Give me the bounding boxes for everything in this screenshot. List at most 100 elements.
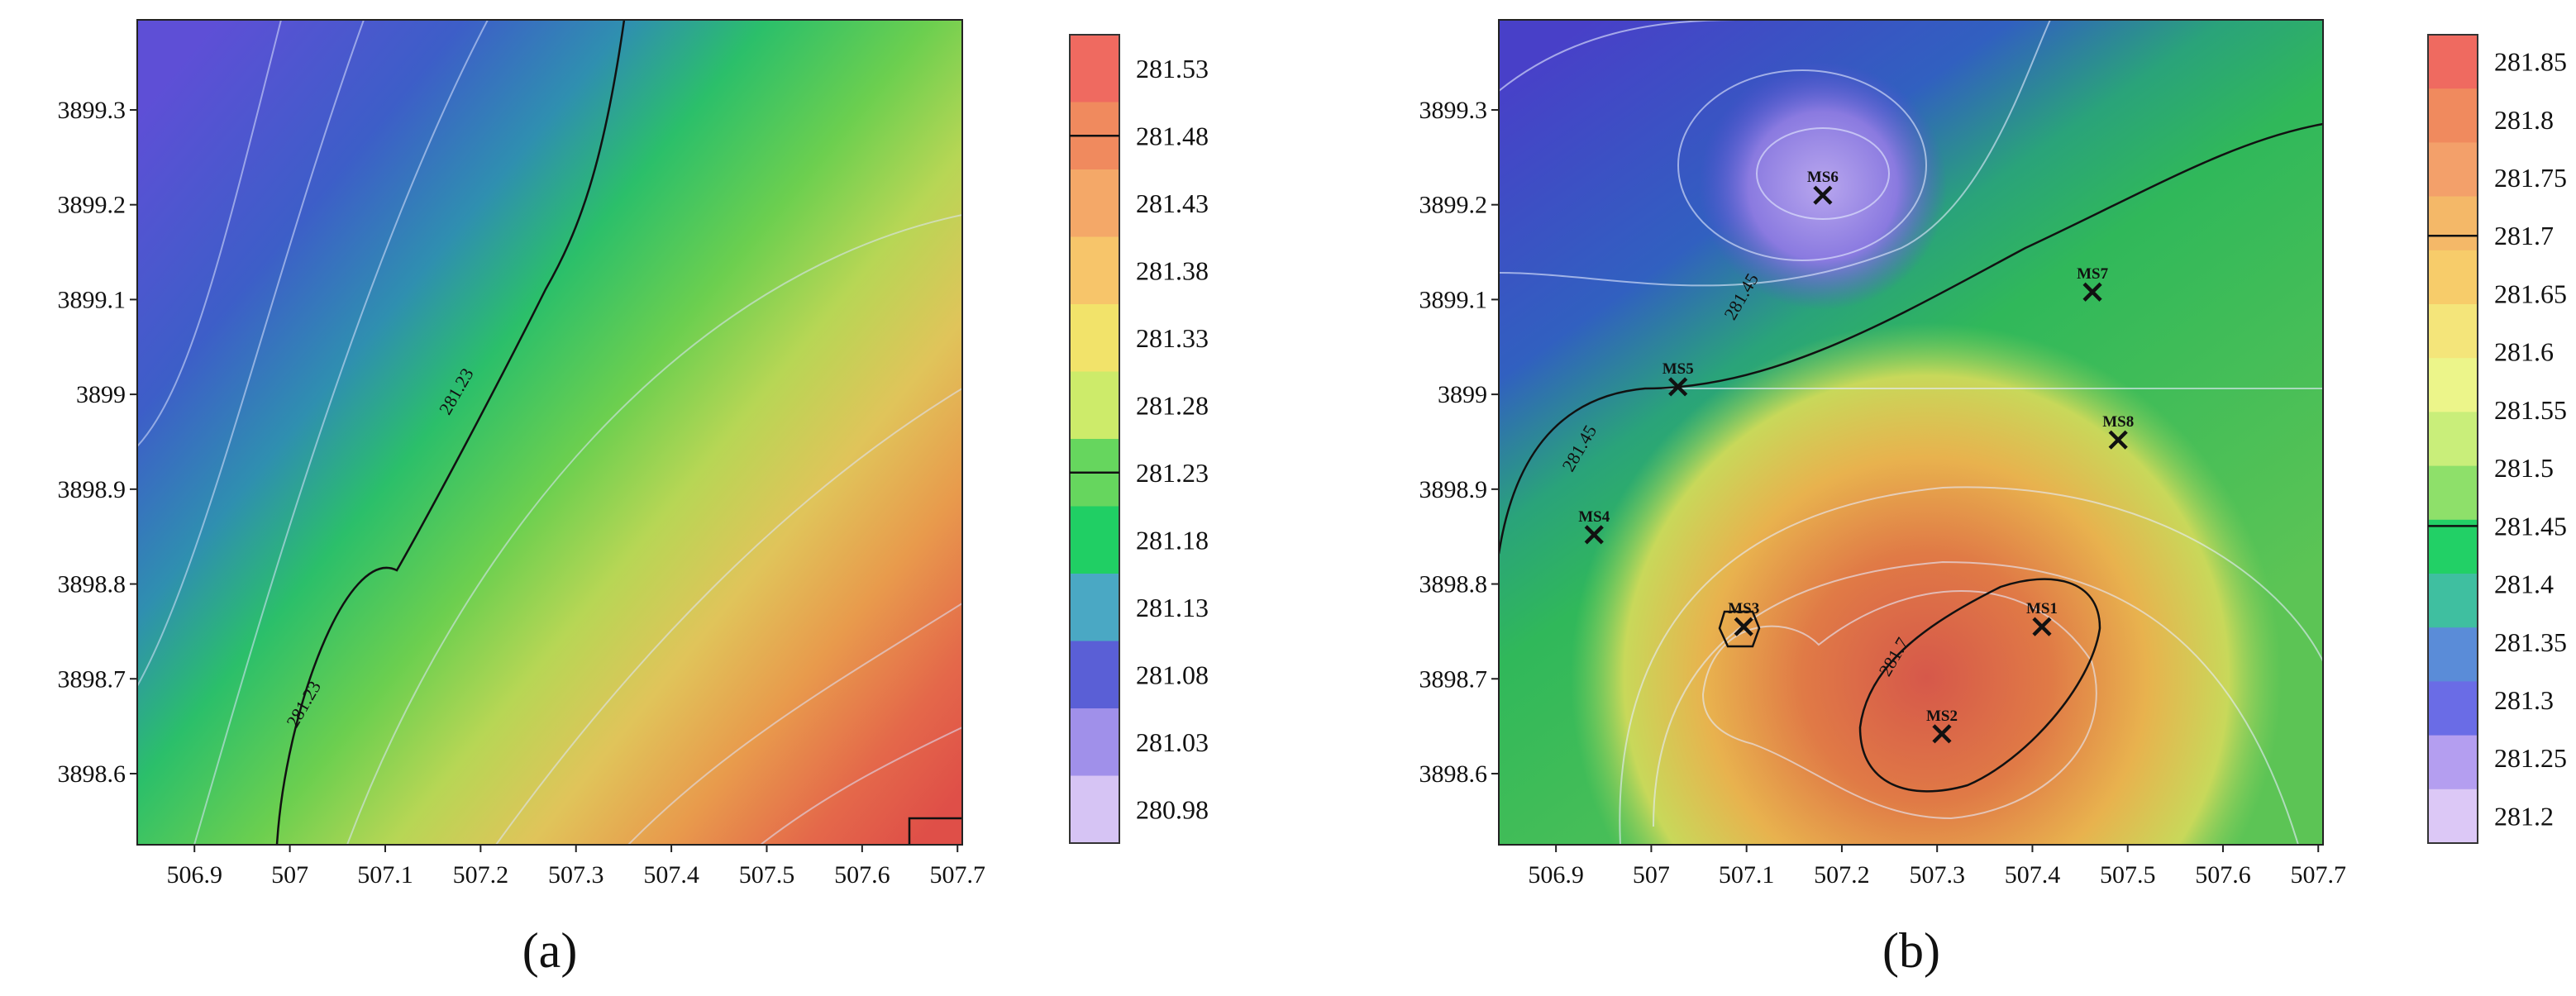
x-tick-label: 507.5: [2100, 861, 2156, 889]
y-tick-label: 3898.8: [58, 571, 126, 598]
colorbar-segment: [2428, 304, 2478, 359]
station-marker: [1668, 377, 1688, 397]
colorbar-frame: [2427, 34, 2478, 844]
panel-b-frame: [1498, 19, 2324, 846]
colorbar-label: 280.98: [1136, 794, 1209, 824]
x-tick-label: 507.5: [739, 861, 795, 889]
panel-b-y-axis: 3898.6 3898.7 3898.8 3898.9 3899 3899.1 3899.2…: [1419, 97, 1499, 788]
colorbar-label: 281.08: [1136, 660, 1209, 689]
colorbar-segment: [2428, 574, 2478, 628]
colorbar-segment: [1070, 708, 1119, 776]
panel-b-x-axis: 506.9 507 507.1 507.2 507.3 507.4 507.5 507.6 50…: [1528, 845, 2346, 889]
colorbar-segment: [2428, 412, 2478, 467]
colorbar-segment: [2428, 196, 2478, 251]
colorbar-label: 281.33: [1136, 323, 1209, 353]
panel-a-y-axis: 3898.6 3898.7 3898.8 3898.9 3899 3899.1 3899.2…: [58, 97, 137, 788]
x-tick-label: 507.1: [1719, 861, 1775, 889]
x-tick-label: 507.4: [643, 861, 699, 889]
station-label: MS8: [2102, 413, 2134, 431]
colorbar-label: 281.8: [2494, 105, 2554, 135]
colorbar-segment: [2428, 250, 2478, 305]
colorbar-segment: [2428, 519, 2478, 574]
x-tick-label: 507.2: [453, 861, 509, 889]
x-tick-label: 507: [1633, 861, 1670, 889]
colorbar-label: 281.43: [1136, 188, 1209, 218]
y-tick-label: 3899.1: [58, 286, 126, 313]
y-tick-label: 3899.1: [1419, 286, 1488, 313]
colorbar-segment: [2428, 358, 2478, 412]
x-tick-label: 507.7: [2290, 861, 2346, 889]
y-tick-label: 3898.6: [58, 760, 126, 788]
y-tick-label: 3899: [1438, 381, 1487, 408]
station-label: MS5: [1662, 360, 1694, 378]
panel-b-marked-contours: [1499, 122, 2323, 793]
colorbar-segment: [1070, 304, 1119, 372]
colorbar-segment: [1070, 506, 1119, 574]
panel-b-contours: [1499, 20, 2323, 845]
colorbar-segment: [2428, 789, 2478, 844]
x-tick-label: 507.6: [834, 861, 890, 889]
colorbar-label: 281.7: [2494, 221, 2554, 250]
colorbar-label: 281.4: [2494, 569, 2554, 599]
colorbar-label: 281.75: [2494, 163, 2567, 193]
y-tick-label: 3899.2: [58, 192, 126, 219]
panel-a-field: [137, 20, 962, 845]
colorbar-segment: [2428, 627, 2478, 682]
colorbar-label: 281.2: [2494, 801, 2554, 831]
x-tick-label: 507.6: [2195, 861, 2251, 889]
y-tick-label: 3899: [76, 381, 126, 408]
colorbar-label: 281.03: [1136, 727, 1209, 757]
x-tick-label: 506.9: [1528, 861, 1584, 889]
y-tick-label: 3898.9: [58, 476, 126, 503]
station-marker: [2082, 282, 2102, 302]
x-tick-label: 507.3: [548, 861, 604, 889]
colorbar-segment: [1070, 169, 1119, 237]
y-tick-label: 3899.3: [58, 97, 126, 124]
y-tick-label: 3898.8: [1419, 571, 1488, 598]
colorbar-segment: [1070, 574, 1119, 641]
y-tick-label: 3898.7: [1419, 665, 1488, 693]
colorbar-label: 281.23: [1136, 458, 1209, 488]
colorbar-label: 281.38: [1136, 255, 1209, 285]
station-marker: [1734, 617, 1753, 636]
y-tick-label: 3899.2: [1419, 192, 1488, 219]
colorbar-label: 281.5: [2494, 453, 2554, 483]
colorbar-segment: [1070, 236, 1119, 305]
colorbar-label: 281.6: [2494, 337, 2554, 367]
station-label: MS3: [1728, 600, 1759, 617]
x-tick-label: 507: [271, 861, 308, 889]
panel-a-contours: [137, 20, 962, 845]
panel-a-letter: (a): [522, 923, 578, 978]
colorbar-segment: [2428, 735, 2478, 790]
colorbar-label: 281.28: [1136, 390, 1209, 420]
station-label: MS7: [2077, 265, 2109, 283]
panel-b-letter: (b): [1882, 923, 1940, 978]
panel-a-marked-contours: [275, 20, 962, 845]
colorbar-segment: [1070, 35, 1119, 102]
colorbar-label: 281.25: [2494, 743, 2567, 773]
y-tick-label: 3898.6: [1419, 760, 1488, 788]
station-marker: [2032, 617, 2052, 636]
panel-b-ms6-field: [1499, 20, 2323, 845]
x-tick-label: 507.2: [1814, 861, 1870, 889]
y-tick-label: 3898.7: [58, 665, 126, 693]
panel-b-stations: MS1 MS2 MS3 MS4 MS5 MS6 MS7 MS8: [1578, 169, 2134, 744]
colorbar-label: 281.85: [2494, 47, 2567, 77]
panel-a-x-axis: 506.9 507 507.1 507.2 507.3 507.4 507.5 507.6 50…: [166, 845, 985, 889]
colorbar-segment: [2428, 465, 2478, 521]
colorbar-label: 281.35: [2494, 627, 2567, 657]
panel-a-colorbar: 281.53 281.48 281.43 281.38 281.33 281.28 281.…: [1069, 34, 1209, 844]
colorbar-segment: [1070, 371, 1119, 440]
y-tick-label: 3899.3: [1419, 97, 1488, 124]
station-marker: [1813, 185, 1833, 205]
station-marker: [1932, 724, 1952, 744]
colorbar-label: 281.65: [2494, 279, 2567, 308]
colorbar-segment: [1070, 775, 1119, 844]
colorbar-segment: [2428, 681, 2478, 736]
colorbar-label: 281.55: [2494, 395, 2567, 425]
colorbar-segment: [2428, 35, 2478, 89]
x-tick-label: 507.7: [929, 861, 985, 889]
